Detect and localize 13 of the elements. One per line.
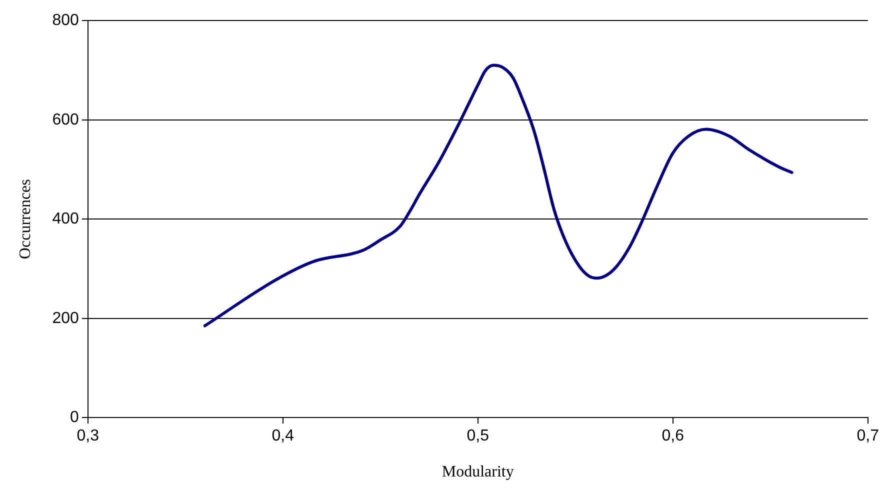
x-tick-label: 0,6	[662, 428, 684, 445]
y-tick-label: 800	[52, 12, 79, 30]
x-tick-label: 0,4	[272, 428, 294, 445]
y-tick-label: 600	[52, 111, 79, 128]
y-tick-label: 0	[70, 409, 79, 426]
x-tick-label: 0,7	[856, 428, 880, 445]
y-tick-label: 200	[52, 310, 79, 327]
x-tick-label: 0,3	[76, 428, 100, 445]
y-axis-title: Occurrences	[16, 179, 34, 260]
x-axis-title: Modularity	[442, 464, 514, 481]
line-series	[203, 64, 794, 328]
x-tick-label: 0,5	[466, 428, 490, 445]
y-tick-label: 400	[52, 210, 79, 228]
